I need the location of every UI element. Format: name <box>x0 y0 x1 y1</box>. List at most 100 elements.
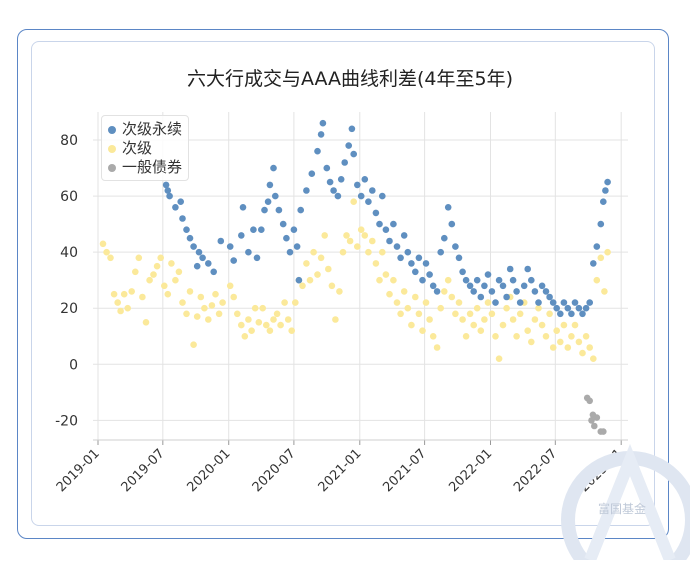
data-points <box>99 119 611 435</box>
point-s0-90 <box>499 282 507 290</box>
point-s1-66 <box>343 232 350 239</box>
legend-item-subordinated: 次级 <box>108 139 182 158</box>
outer-frame <box>17 29 669 539</box>
point-s0-83 <box>473 276 481 284</box>
y-tick-label-0: -20 <box>55 413 78 429</box>
point-s0-56 <box>376 220 383 228</box>
point-s1-49 <box>281 299 288 306</box>
point-s0-15 <box>226 243 234 250</box>
y-tick-labels: -20 0 20 40 60 80 <box>55 133 78 429</box>
y-tick-label-2: 20 <box>60 301 78 317</box>
point-s0-87 <box>488 288 496 295</box>
point-s1-94 <box>444 276 452 284</box>
point-s0-53 <box>365 198 372 205</box>
point-s1-31 <box>212 290 219 298</box>
point-s1-42 <box>255 319 263 326</box>
point-s0-70 <box>426 271 433 278</box>
point-s1-121 <box>542 333 550 340</box>
point-s1-80 <box>393 299 401 306</box>
point-s0-96 <box>520 282 528 290</box>
point-s0-45 <box>337 176 345 183</box>
point-s2-2 <box>588 417 595 424</box>
watermark-mark <box>584 443 676 560</box>
point-s0-108 <box>564 304 572 312</box>
point-s1-95 <box>448 293 456 301</box>
point-s0-111 <box>575 304 583 312</box>
point-s0-97 <box>524 265 531 273</box>
point-s1-40 <box>248 327 255 335</box>
point-s0-60 <box>390 220 397 228</box>
point-s0-82 <box>470 288 478 295</box>
x-tick-label-0: 2019-01 <box>54 446 103 495</box>
point-s1-65 <box>339 248 347 256</box>
point-s1-77 <box>382 271 390 278</box>
point-s1-24 <box>186 288 194 295</box>
point-s0-98 <box>528 276 535 284</box>
point-s2-4 <box>591 422 598 430</box>
point-s1-29 <box>205 316 212 323</box>
point-s0-28 <box>275 206 283 214</box>
series-0 <box>162 119 611 318</box>
point-s1-134 <box>590 355 597 363</box>
point-s0-69 <box>422 260 430 267</box>
point-s1-3 <box>110 290 118 298</box>
point-s1-112 <box>509 316 517 323</box>
point-s0-101 <box>538 282 546 290</box>
point-s0-102 <box>542 288 550 295</box>
point-s1-133 <box>586 344 593 351</box>
point-s0-105 <box>553 304 560 312</box>
point-s1-60 <box>321 232 329 239</box>
point-s1-26 <box>193 313 201 320</box>
point-s1-0 <box>99 240 107 248</box>
point-s0-86 <box>484 271 492 278</box>
point-s0-77 <box>452 243 459 250</box>
point-s1-124 <box>553 327 560 335</box>
point-s0-84 <box>477 293 485 301</box>
point-s0-8 <box>190 243 197 250</box>
point-s1-17 <box>161 282 168 290</box>
x-tick-label-5: 2021-07 <box>380 446 429 495</box>
point-s0-74 <box>441 234 448 242</box>
point-s1-52 <box>292 299 299 306</box>
point-s1-68 <box>350 198 358 205</box>
point-s1-51 <box>288 327 296 335</box>
point-s0-4 <box>177 198 184 205</box>
point-s0-20 <box>250 226 257 233</box>
x-tick-label-1: 2019-07 <box>119 446 168 495</box>
point-s1-28 <box>201 304 208 312</box>
point-s0-94 <box>513 288 520 295</box>
x-tick-label-2: 2020-01 <box>185 446 234 495</box>
point-s0-27 <box>272 192 279 200</box>
point-s0-21 <box>253 254 261 262</box>
point-s0-25 <box>266 181 274 189</box>
point-s1-8 <box>128 288 135 295</box>
point-s1-127 <box>564 344 572 351</box>
point-s1-48 <box>277 321 284 329</box>
point-s1-5 <box>117 307 124 315</box>
point-s0-71 <box>429 282 437 290</box>
point-s0-115 <box>590 260 597 267</box>
point-s1-97 <box>455 299 463 306</box>
point-s1-81 <box>397 310 404 318</box>
point-s0-63 <box>400 232 408 239</box>
watermark-text: 富国基金 <box>598 502 647 516</box>
point-s1-58 <box>314 271 321 278</box>
point-s1-45 <box>266 327 274 335</box>
point-s0-66 <box>412 268 419 276</box>
point-s1-50 <box>284 316 292 323</box>
inner-frame <box>31 41 655 526</box>
point-s0-73 <box>437 248 445 256</box>
point-s0-17 <box>238 232 245 239</box>
point-s0-36 <box>303 187 310 194</box>
point-s1-43 <box>259 304 267 312</box>
point-s1-87 <box>419 327 426 335</box>
point-s0-37 <box>308 170 316 177</box>
point-s0-24 <box>264 198 272 205</box>
point-s1-78 <box>386 290 393 298</box>
point-s0-80 <box>462 276 470 284</box>
point-s0-75 <box>444 204 452 211</box>
point-s0-11 <box>199 254 206 262</box>
point-s1-55 <box>303 260 310 267</box>
point-s2-1 <box>586 397 593 405</box>
point-s1-1 <box>103 248 110 256</box>
